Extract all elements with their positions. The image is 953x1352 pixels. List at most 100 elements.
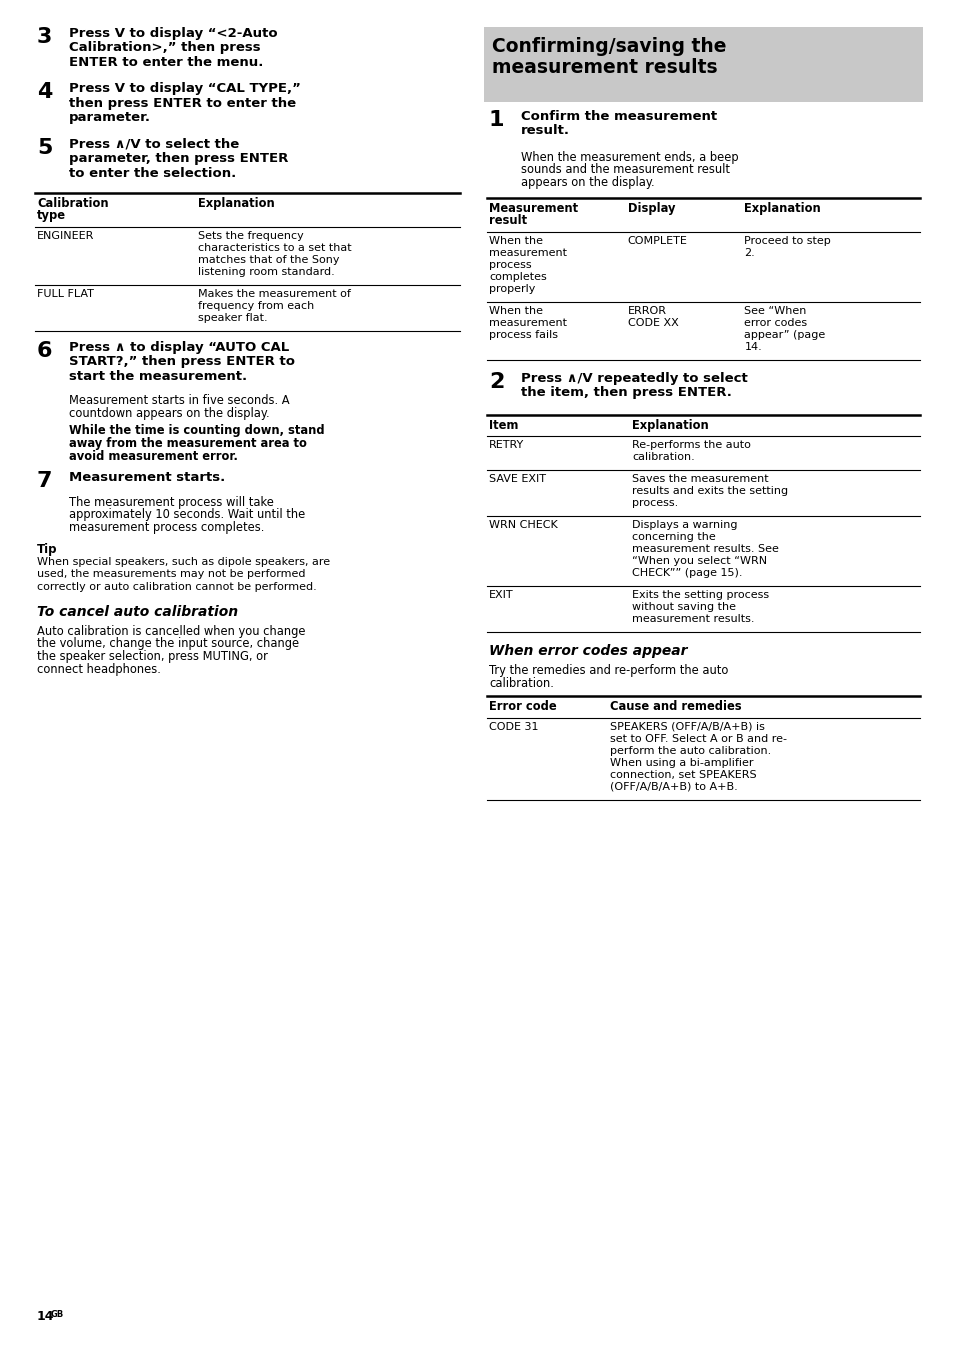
Text: 1: 1 [489, 110, 504, 130]
Text: appears on the display.: appears on the display. [520, 176, 654, 189]
Text: While the time is counting down, stand: While the time is counting down, stand [69, 425, 324, 438]
Text: Sets the frequency: Sets the frequency [198, 231, 304, 241]
Text: 14.: 14. [743, 342, 761, 352]
Text: “When you select “WRN: “When you select “WRN [631, 556, 766, 566]
Text: measurement results: measurement results [492, 58, 717, 77]
Text: EXIT: EXIT [489, 589, 513, 600]
Text: type: type [37, 210, 66, 223]
Text: CODE XX: CODE XX [627, 318, 678, 327]
Text: result: result [489, 214, 527, 227]
Text: 4: 4 [37, 82, 52, 103]
Text: measurement process completes.: measurement process completes. [69, 521, 264, 534]
Text: ERROR: ERROR [627, 306, 666, 315]
Text: Measurement starts in five seconds. A: Measurement starts in five seconds. A [69, 395, 290, 407]
Text: avoid measurement error.: avoid measurement error. [69, 450, 237, 462]
Text: Re-performs the auto: Re-performs the auto [631, 439, 750, 450]
Text: completes: completes [489, 272, 546, 281]
Text: 3: 3 [37, 27, 52, 47]
Text: SAVE EXIT: SAVE EXIT [489, 475, 545, 484]
Text: SPEAKERS (OFF/A/B/A+B) is: SPEAKERS (OFF/A/B/A+B) is [610, 722, 764, 731]
Text: correctly or auto calibration cannot be performed.: correctly or auto calibration cannot be … [37, 581, 316, 592]
Text: Proceed to step: Proceed to step [743, 235, 830, 246]
Text: parameter, then press ENTER: parameter, then press ENTER [69, 151, 288, 165]
Text: 7: 7 [37, 472, 52, 491]
Text: Press ∧/V repeatedly to select: Press ∧/V repeatedly to select [520, 372, 747, 384]
Text: error codes: error codes [743, 318, 807, 327]
Text: Tip: Tip [37, 542, 57, 556]
Text: measurement results.: measurement results. [631, 614, 754, 625]
Text: When the: When the [489, 306, 542, 315]
Text: Press ∧/V to select the: Press ∧/V to select the [69, 138, 239, 150]
Text: process: process [489, 260, 531, 269]
Text: properly: properly [489, 284, 535, 293]
Text: Makes the measurement of: Makes the measurement of [198, 289, 351, 299]
Text: results and exits the setting: results and exits the setting [631, 485, 787, 496]
Text: When using a bi-amplifier: When using a bi-amplifier [610, 757, 753, 768]
Text: 2.: 2. [743, 247, 755, 258]
Text: Calibration: Calibration [37, 197, 109, 210]
Text: See “When: See “When [743, 306, 806, 315]
Text: measurement: measurement [489, 247, 566, 258]
Text: parameter.: parameter. [69, 111, 151, 124]
Text: Auto calibration is cancelled when you change: Auto calibration is cancelled when you c… [37, 625, 305, 638]
Text: Measurement: Measurement [489, 201, 578, 215]
Text: Press ∧ to display “AUTO CAL: Press ∧ to display “AUTO CAL [69, 341, 289, 354]
Text: countdown appears on the display.: countdown appears on the display. [69, 407, 270, 419]
Text: matches that of the Sony: matches that of the Sony [198, 256, 339, 265]
Text: the item, then press ENTER.: the item, then press ENTER. [520, 387, 731, 399]
Text: CODE 31: CODE 31 [489, 722, 537, 731]
Text: 6: 6 [37, 341, 52, 361]
Text: The measurement process will take: The measurement process will take [69, 496, 274, 508]
Text: calibration.: calibration. [631, 452, 694, 462]
Text: set to OFF. Select A or B and re-: set to OFF. Select A or B and re- [610, 734, 786, 744]
Text: process.: process. [631, 498, 678, 508]
Text: Item: Item [489, 419, 518, 431]
Text: 2: 2 [489, 372, 504, 392]
Text: Displays a warning: Displays a warning [631, 521, 737, 530]
Text: to enter the selection.: to enter the selection. [69, 166, 236, 180]
Text: measurement: measurement [489, 318, 566, 327]
Text: ENGINEER: ENGINEER [37, 231, 94, 241]
Text: connect headphones.: connect headphones. [37, 662, 161, 676]
Text: the volume, change the input source, change: the volume, change the input source, cha… [37, 637, 299, 650]
Text: Explanation: Explanation [198, 197, 275, 210]
Text: When the: When the [489, 235, 542, 246]
Text: Display: Display [627, 201, 675, 215]
Text: Cause and remedies: Cause and remedies [610, 700, 741, 714]
Text: Try the remedies and re-perform the auto: Try the remedies and re-perform the auto [489, 664, 727, 677]
Text: START?,” then press ENTER to: START?,” then press ENTER to [69, 356, 294, 368]
Text: Press V to display “<2-Auto: Press V to display “<2-Auto [69, 27, 277, 41]
Text: then press ENTER to enter the: then press ENTER to enter the [69, 97, 295, 110]
Text: Press V to display “CAL TYPE,”: Press V to display “CAL TYPE,” [69, 82, 300, 96]
Text: Exits the setting process: Exits the setting process [631, 589, 768, 600]
Text: To cancel auto calibration: To cancel auto calibration [37, 604, 238, 619]
Text: 5: 5 [37, 138, 52, 158]
Text: Confirm the measurement: Confirm the measurement [520, 110, 717, 123]
Text: When the measurement ends, a beep: When the measurement ends, a beep [520, 151, 738, 164]
Text: listening room standard.: listening room standard. [198, 266, 335, 277]
Text: the speaker selection, press MUTING, or: the speaker selection, press MUTING, or [37, 650, 268, 662]
Text: characteristics to a set that: characteristics to a set that [198, 243, 352, 253]
Text: 14: 14 [37, 1310, 54, 1324]
Text: without saving the: without saving the [631, 602, 735, 612]
Text: Error code: Error code [489, 700, 556, 714]
Text: frequency from each: frequency from each [198, 301, 314, 311]
Text: Explanation: Explanation [743, 201, 821, 215]
Text: WRN CHECK: WRN CHECK [489, 521, 558, 530]
Text: sounds and the measurement result: sounds and the measurement result [520, 164, 729, 177]
Text: concerning the: concerning the [631, 531, 715, 542]
Text: measurement results. See: measurement results. See [631, 544, 778, 554]
Text: (OFF/A/B/A+B) to A+B.: (OFF/A/B/A+B) to A+B. [610, 781, 738, 792]
Text: used, the measurements may not be performed: used, the measurements may not be perfor… [37, 569, 305, 580]
Text: perform the auto calibration.: perform the auto calibration. [610, 746, 771, 756]
Text: CHECK”” (page 15).: CHECK”” (page 15). [631, 568, 741, 577]
Text: start the measurement.: start the measurement. [69, 369, 247, 383]
Text: process fails: process fails [489, 330, 558, 339]
Text: approximately 10 seconds. Wait until the: approximately 10 seconds. Wait until the [69, 508, 305, 522]
Text: Saves the measurement: Saves the measurement [631, 475, 768, 484]
FancyBboxPatch shape [483, 27, 923, 101]
Text: Calibration>,” then press: Calibration>,” then press [69, 42, 260, 54]
Text: RETRY: RETRY [489, 439, 524, 450]
Text: COMPLETE: COMPLETE [627, 235, 687, 246]
Text: speaker flat.: speaker flat. [198, 312, 268, 323]
